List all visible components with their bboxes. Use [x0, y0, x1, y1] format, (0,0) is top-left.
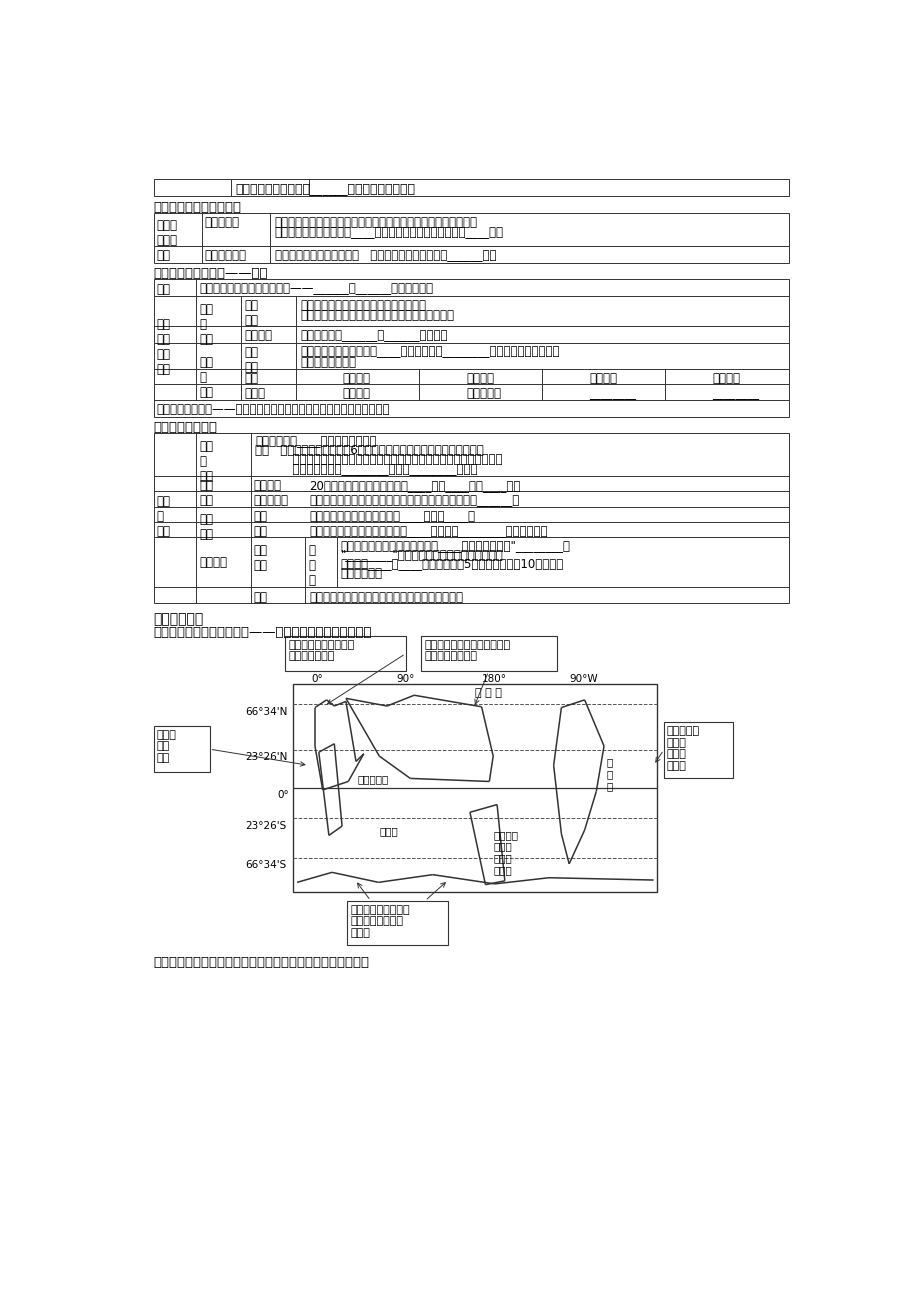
Text: 世界主要语言：汉语、英语、法语、俄语、西班牙语和阿拉伯语。: 世界主要语言：汉语、英语、法语、俄语、西班牙语和阿拉伯语。 — [275, 216, 477, 229]
Text: 亚洲：中高周低、地形复杂、: 亚洲：中高周低、地形复杂、 — [424, 639, 510, 650]
Text: 0°: 0° — [278, 790, 289, 799]
Bar — [153, 280, 789, 417]
Text: 条件优越的地点。: 条件优越的地点。 — [300, 355, 356, 368]
Text: 世界的
语言和
宗教: 世界的 语言和 宗教 — [156, 219, 176, 263]
Text: 两类
国家: 两类 国家 — [199, 479, 213, 506]
Bar — [347, 901, 448, 945]
Text: （四）发展与合作: （四）发展与合作 — [153, 421, 218, 434]
Text: 23°26'N: 23°26'N — [245, 753, 288, 762]
Text: 多分布于地形平坦、土壤____、水源充足、________、自然资源丰富等自然: 多分布于地形平坦、土壤____、水源充足、________、自然资源丰富等自然 — [300, 345, 559, 358]
Text: 联
合
国: 联 合 国 — [308, 543, 314, 586]
Text: 黄土高原: 黄土高原 — [589, 372, 617, 385]
Text: ________: ________ — [711, 387, 759, 400]
Text: 经济: 经济 — [254, 509, 267, 522]
Text: 构，它由____、____、俄、英、美5个常任理事国和10个非常任: 构，它由____、____、俄、英、美5个常任理事国和10个非常任 — [340, 557, 563, 570]
Text: 发展中国家: 发展中国家 — [254, 495, 289, 508]
Text: 墙厚、窗小: 墙厚、窗小 — [466, 387, 501, 400]
Text: 联系: 联系 — [254, 525, 267, 538]
Text: 从人口多少上：人口大国（如中国、印度）；人口小国（如瑙鲁）；: 从人口多少上：人口大国（如中国、印度）；人口小国（如瑙鲁）； — [255, 453, 502, 466]
Text: 双层木楼: 双层木楼 — [343, 387, 370, 400]
Text: 发展中国家则需从发达国家引进____、设备、________和管理经验。: 发展中国家则需从发达国家引进____、设备、________和管理经验。 — [309, 525, 548, 538]
Text: 国际合作: 国际合作 — [199, 556, 227, 569]
Text: 人数
的居
住地
聚落: 人数 的居 住地 聚落 — [156, 318, 170, 376]
Text: 聚落: 聚落 — [156, 283, 170, 296]
Text: 聚落
与
环境: 聚落 与 环境 — [199, 357, 213, 400]
Text: 世界的语言: 世界的语言 — [205, 216, 240, 229]
Bar — [153, 214, 789, 263]
Text: 20多个发达国家，主要分布在____洲、____洲和____洲。: 20多个发达国家，主要分布在____洲、____洲和____洲。 — [309, 479, 520, 492]
Text: 南极洲：高原大陆，
冰雪覆盖，平均海
拔最高: 南极洲：高原大陆， 冰雪覆盖，平均海 拔最高 — [350, 905, 410, 937]
Text: 基督教、伊斯兰教和佛教。   世界上信仰人数最多的是______教。: 基督教、伊斯兰教和佛教。 世界上信仰人数最多的是______教。 — [275, 250, 495, 263]
Bar — [153, 434, 789, 603]
Text: 城市聚落: 城市聚落 — [244, 328, 272, 341]
Text: 0°: 0° — [311, 674, 323, 685]
Text: （二）世界的语言和宗教: （二）世界的语言和宗教 — [153, 201, 242, 214]
Text: 乡村
聚落: 乡村 聚落 — [244, 299, 258, 328]
Bar — [293, 684, 657, 892]
Bar — [285, 635, 405, 672]
Text: 世界最大国际组织，正式成立于____年，基本宗旨是"________，: 世界最大国际组织，正式成立于____年，基本宗旨是"________， — [340, 539, 570, 552]
Text: 居民主要从事______、______等工作。: 居民主要从事______、______等工作。 — [300, 329, 448, 342]
Text: "________"；是维持世界和平与安全的重要机: "________"；是维持世界和平与安全的重要机 — [340, 548, 503, 561]
Text: 发达国家需在发展中国家购买____、出售____；: 发达国家需在发展中国家购买____、出售____； — [309, 509, 475, 522]
Text: 世界三大宗教: 世界三大宗教 — [205, 249, 246, 262]
Text: 【疑难突破】: 【疑难突破】 — [153, 612, 204, 626]
Text: 热带雨林: 热带雨林 — [343, 372, 370, 385]
Text: 国际
组织: 国际 组织 — [254, 543, 267, 572]
Text: 23°26'S: 23°26'S — [245, 820, 286, 831]
Text: 分类   按面积大小：大国（前6位：俄、加、中、美、巴、澳）与小国；: 分类 按面积大小：大国（前6位：俄、加、中、美、巴、澳）与小国； — [255, 444, 483, 457]
Text: 欧洲：平原为主，地势: 欧洲：平原为主，地势 — [289, 639, 355, 650]
Text: ________: ________ — [589, 387, 636, 400]
Text: 共多个，主要分布在亚洲、非洲、拉丁美洲；中国属于______。: 共多个，主要分布在亚洲、非洲、拉丁美洲；中国属于______。 — [309, 495, 519, 508]
Text: 聚落
差异大: 聚落 差异大 — [244, 372, 266, 400]
Bar — [421, 635, 556, 672]
Bar — [153, 727, 210, 772]
Bar — [663, 723, 732, 777]
Text: 180°: 180° — [481, 674, 506, 685]
Text: 聚落的发展与保护——世界各国都在大力保护具有民族特色的传统民居。: 聚落的发展与保护——世界各国都在大力保护具有民族特色的传统民居。 — [156, 402, 389, 415]
Text: 其他: 其他 — [254, 591, 267, 604]
Text: 北 冰 洋: 北 冰 洋 — [475, 689, 502, 698]
Text: 世界上使用人数最多的是____语，世界上使用范围最广的是____语。: 世界上使用人数最多的是____语，世界上使用范围最广的是____语。 — [275, 227, 503, 240]
Text: 经济
联系: 经济 联系 — [199, 513, 213, 540]
Text: 非洲：
高原
大陆: 非洲： 高原 大陆 — [156, 730, 176, 763]
Text: 发展
与
合作: 发展 与 合作 — [156, 495, 170, 538]
Text: 人们多从事耕作、放牧、捕鱼、伐木等生产活动。: 人们多从事耕作、放牧、捕鱼、伐木等生产活动。 — [300, 310, 454, 323]
Text: 国家
和
地区: 国家 和 地区 — [199, 440, 213, 483]
Text: 南北美洲：
西山地
中平原
东高原: 南北美洲： 西山地 中平原 东高原 — [666, 727, 699, 771]
Text: 高原、山地面积广: 高原、山地面积广 — [424, 651, 477, 660]
Text: 理事国组成。: 理事国组成。 — [340, 566, 382, 579]
Bar — [153, 180, 789, 197]
Text: 90°W: 90°W — [569, 674, 597, 685]
Text: 大洋洲：
西高原
中平原
东山地: 大洋洲： 西高原 中平原 东山地 — [493, 829, 517, 875]
Text: 从政治制度上：________国家、________国家。: 从政治制度上：________国家、________国家。 — [255, 462, 477, 475]
Text: 大
西
洋: 大 西 洋 — [606, 758, 612, 790]
Text: 热带沙漠: 热带沙漠 — [466, 372, 494, 385]
Text: 目前世界上有____多个国家和地区。: 目前世界上有____多个国家和地区。 — [255, 435, 377, 448]
Text: 我们把人们的这些集中居住地——______和______统称为聚落。: 我们把人们的这些集中居住地——______和______统称为聚落。 — [199, 283, 433, 296]
Text: 66°34'S: 66°34'S — [245, 861, 286, 870]
Text: 发达国家: 发达国家 — [254, 479, 281, 492]
Text: 66°34'N: 66°34'N — [245, 707, 288, 717]
Text: 北极地区: 北极地区 — [711, 372, 740, 385]
Text: 世界上所有的人种都是______的，没有优劣之分。: 世界上所有的人种都是______的，没有优劣之分。 — [235, 182, 414, 195]
Text: 乡村
和
城市: 乡村 和 城市 — [199, 302, 213, 345]
Text: 世界贸易组织、欧盟、石油输出国组织、东盟等。: 世界贸易组织、欧盟、石油输出国组织、东盟等。 — [309, 591, 463, 604]
Text: 二．发达国家与发展中国家社会经济发展水平差异产生的原因: 二．发达国家与发展中国家社会经济发展水平差异产生的原因 — [153, 956, 369, 969]
Text: 太－平－洋: 太－平－洋 — [357, 773, 389, 784]
Text: 有农村、牧村、渔村、林场等不同类型；: 有农村、牧村、渔村、林场等不同类型； — [300, 298, 425, 311]
Text: 分布
特征: 分布 特征 — [244, 345, 258, 374]
Text: 低平，海拔最低: 低平，海拔最低 — [289, 651, 335, 660]
Text: （三）人类的居住地——聚落: （三）人类的居住地——聚落 — [153, 267, 268, 280]
Text: 一．建立全球海陆分布模型——图解大洲与大洋分布及特点: 一．建立全球海陆分布模型——图解大洲与大洋分布及特点 — [153, 626, 372, 639]
Text: 90°: 90° — [396, 674, 414, 685]
Text: 印度洋: 印度洋 — [379, 827, 398, 836]
